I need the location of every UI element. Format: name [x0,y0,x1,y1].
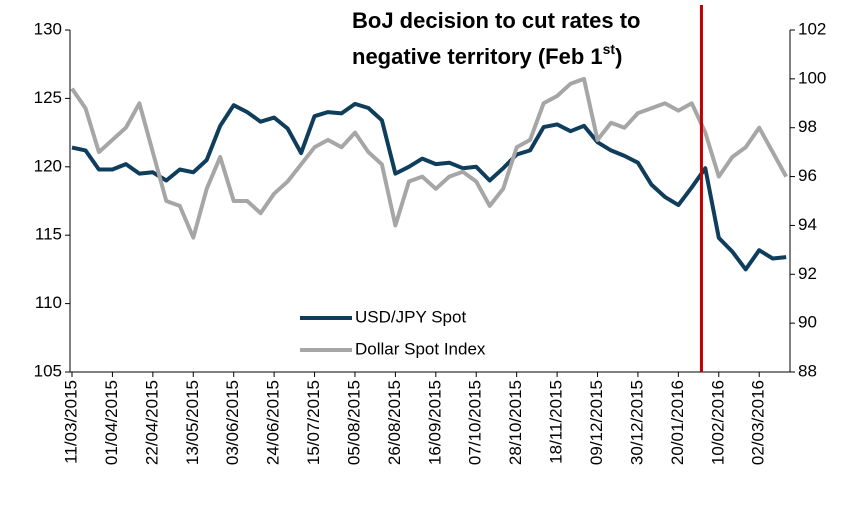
y2-tick-label: 90 [798,313,817,332]
y2-tick-label: 92 [798,264,817,283]
annotation-line: negative territory (Feb 1st) [352,41,622,69]
x-tick-label: 28/10/2015 [506,380,525,465]
series-line [71,101,787,272]
x-tick-label: 30/12/2015 [627,380,646,465]
x-tick-label: 09/12/2015 [587,380,606,465]
y-tick-label: 120 [34,156,62,175]
y2-tick-label: 102 [798,19,826,38]
x-tick-label: 01/04/2015 [102,380,121,465]
y-tick-label: 105 [34,361,62,380]
y2-tick-label: 98 [798,117,817,136]
x-tick-label: 05/08/2015 [344,380,363,465]
y-tick-label: 125 [34,88,62,107]
x-tick-label: 15/07/2015 [304,380,323,465]
x-tick-label: 22/04/2015 [142,380,161,465]
x-tick-label: 26/08/2015 [385,380,404,465]
x-tick-label: 18/11/2015 [547,380,566,464]
legend-label: USD/JPY Spot [355,307,466,326]
x-tick-label: 16/09/2015 [425,380,444,465]
x-tick-label: 24/06/2015 [264,380,283,465]
x-tick-label: 11/03/2015 [61,380,80,464]
y2-tick-label: 96 [798,166,817,185]
annotation-text: negative territory (Feb 1 [352,44,603,69]
annotation-line: BoJ decision to cut rates to [352,8,641,33]
annotation-superscript: st [603,41,616,57]
y2-tick-label: 100 [798,68,826,87]
x-tick-label: 03/06/2015 [223,380,242,465]
y2-tick-label: 94 [798,215,817,234]
y-tick-label: 115 [35,225,62,244]
x-tick-label: 07/10/2015 [466,380,485,465]
x-tick-label: 20/01/2016 [668,380,687,465]
y2-tick-label: 88 [798,361,817,380]
x-tick-label: 02/03/2016 [749,380,768,465]
series-line [70,76,788,240]
y-tick-label: 130 [34,19,62,38]
x-tick-label: 13/05/2015 [183,380,202,465]
legend-label: Dollar Spot Index [355,339,486,358]
x-tick-label: 10/02/2016 [708,380,727,465]
annotation-suffix: ) [615,44,622,69]
y-tick-label: 110 [35,293,62,312]
